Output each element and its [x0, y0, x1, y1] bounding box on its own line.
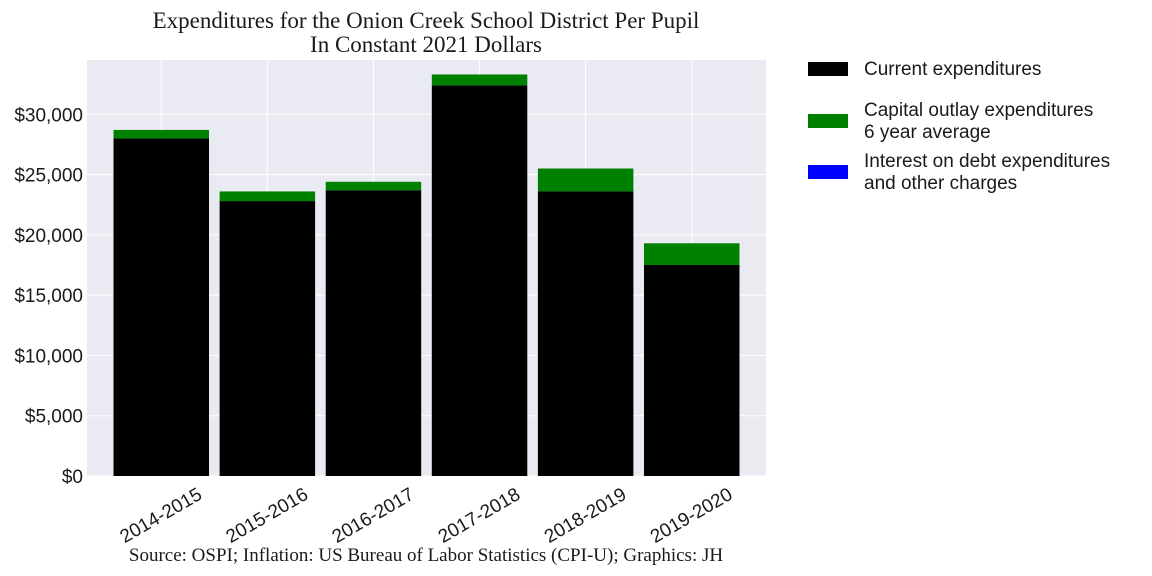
bar-2015-2016-series-0: [219, 201, 316, 477]
x-tick-label: 2014-2015: [117, 484, 206, 548]
legend-label: Capital outlay expenditures 6 year averag…: [864, 100, 1093, 143]
bar-2019-2020-series-1: [643, 243, 740, 265]
x-tick-label: 2018-2019: [541, 484, 630, 548]
bar-2016-2017-series-1: [325, 181, 422, 191]
legend-swatch: [808, 114, 848, 128]
bar-2017-2018-series-1: [431, 74, 528, 86]
bar-2018-2019-series-1: [537, 168, 634, 192]
bar-2014-2015-series-1: [113, 129, 210, 139]
source-note: Source: OSPI; Inflation: US Bureau of La…: [129, 545, 723, 566]
chart-title: Expenditures for the Onion Creek School …: [153, 8, 700, 33]
y-tick-label: $0: [62, 467, 83, 488]
x-tick-label: 2015-2016: [223, 484, 312, 548]
y-tick-label: $25,000: [14, 166, 83, 187]
y-tick-label: $30,000: [14, 105, 83, 126]
bar-2017-2018-series-0: [431, 85, 528, 476]
legend-label: Interest on debt expenditures and other c…: [864, 151, 1110, 194]
y-tick-label: $5,000: [25, 407, 83, 428]
bar-2015-2016-series-1: [219, 191, 316, 202]
y-tick-label: $10,000: [14, 346, 83, 367]
x-tick-label: 2016-2017: [329, 484, 418, 548]
y-axis: $0 $5,000 $10,000 $15,000 $20,000 $25,000 $30,…: [14, 105, 83, 488]
bar-2018-2019-series-0: [537, 191, 634, 476]
bar-2016-2017-series-0: [325, 190, 422, 477]
bar-2019-2020-series-0: [643, 264, 740, 476]
legend-label: Current expenditures: [864, 59, 1041, 80]
legend-swatch: [808, 62, 848, 76]
x-tick-label: 2017-2018: [435, 484, 524, 548]
bar-group: [113, 74, 740, 477]
x-tick-label: 2019-2020: [647, 484, 736, 548]
x-axis: 2014-2015 2015-2016 2016-2017 2017-2018 2018…: [117, 484, 737, 548]
legend: Current expenditures Capital outlay expen…: [808, 59, 1110, 194]
bar-2014-2015-series-0: [113, 138, 210, 476]
y-tick-label: $20,000: [14, 226, 83, 247]
legend-swatch: [808, 165, 848, 179]
y-tick-label: $15,000: [14, 286, 83, 307]
chart-subtitle: In Constant 2021 Dollars: [310, 32, 542, 57]
